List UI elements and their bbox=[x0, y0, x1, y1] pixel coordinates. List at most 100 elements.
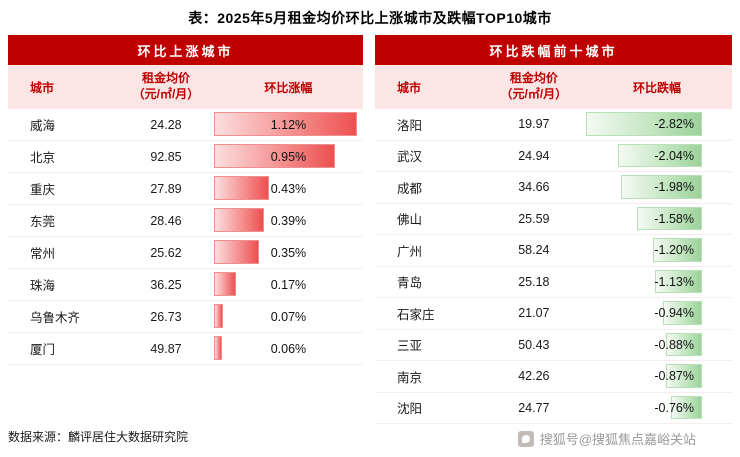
change-value: 0.43% bbox=[270, 181, 307, 196]
bar-track bbox=[586, 332, 702, 356]
table-row: 成都 34.66 -1.98% bbox=[375, 172, 732, 204]
city-name: 武汉 bbox=[397, 150, 423, 165]
change-value: 1.12% bbox=[270, 117, 307, 132]
price-value: 25.62 bbox=[150, 245, 182, 260]
column-header-city: 城市 bbox=[30, 80, 55, 95]
bar-track bbox=[586, 395, 702, 419]
increase-bar bbox=[213, 272, 236, 296]
increase-bar bbox=[213, 208, 264, 232]
city-name: 青岛 bbox=[397, 276, 423, 291]
city-name: 广州 bbox=[397, 244, 423, 259]
column-header-decrease: 环比跌幅 bbox=[632, 80, 681, 95]
change-cell: -0.94% bbox=[582, 298, 732, 329]
table-row: 珠海 36.25 0.17% bbox=[8, 269, 363, 301]
city-name: 厦门 bbox=[30, 343, 56, 357]
decrease-bar bbox=[652, 238, 702, 262]
table-row: 洛阳 19.97 -2.82% bbox=[375, 109, 732, 141]
bar-track bbox=[586, 175, 702, 199]
change-cell: -0.88% bbox=[582, 330, 732, 361]
city-name: 佛山 bbox=[397, 213, 423, 228]
change-value: -0.87% bbox=[654, 369, 694, 384]
table-row: 乌鲁木齐 26.73 0.07% bbox=[8, 301, 363, 333]
column-header-price-line2: （元/㎡/月） bbox=[132, 87, 200, 101]
change-value: 0.07% bbox=[270, 309, 307, 324]
decrease-bar bbox=[666, 364, 702, 388]
panels-container: 环比上涨城市 城市 租金均价 （元/㎡/月） 环比涨幅 威海 24.28 1.12%… bbox=[0, 35, 740, 424]
column-header-price: 租金均价 （元/㎡/月） bbox=[486, 71, 582, 102]
city-name: 东莞 bbox=[30, 215, 56, 229]
table-row: 北京 92.85 0.95% bbox=[8, 141, 363, 173]
table-row: 广州 58.24 -1.20% bbox=[375, 235, 732, 267]
table-row: 三亚 50.43 -0.88% bbox=[375, 329, 732, 361]
bar-track bbox=[213, 208, 357, 232]
change-value: -2.04% bbox=[654, 148, 694, 163]
change-value: -1.58% bbox=[654, 211, 694, 226]
city-name: 常州 bbox=[30, 247, 56, 261]
bar-track bbox=[586, 143, 702, 167]
table-row: 南京 42.26 -0.87% bbox=[375, 361, 732, 393]
price-value: 36.25 bbox=[150, 277, 182, 292]
change-value: 0.17% bbox=[270, 277, 307, 292]
change-value: -0.94% bbox=[654, 306, 694, 321]
table-row: 青岛 25.18 -1.13% bbox=[375, 266, 732, 298]
change-value: -2.82% bbox=[654, 117, 694, 132]
change-cell: -1.20% bbox=[582, 235, 732, 266]
price-value: 24.28 bbox=[150, 117, 182, 132]
table-row: 常州 25.62 0.35% bbox=[8, 237, 363, 269]
change-cell: -0.76% bbox=[582, 393, 732, 424]
bar-track bbox=[586, 206, 702, 230]
city-name: 重庆 bbox=[30, 183, 56, 197]
increase-bar bbox=[213, 112, 357, 136]
change-cell: 0.35% bbox=[213, 237, 363, 268]
increase-bar bbox=[213, 336, 222, 360]
city-name: 南京 bbox=[397, 370, 423, 385]
table-row: 武汉 24.94 -2.04% bbox=[375, 140, 732, 172]
declining-column-headers: 城市 租金均价 （元/㎡/月） 环比跌幅 bbox=[375, 65, 732, 109]
price-value: 24.77 bbox=[518, 400, 550, 415]
change-cell: 1.12% bbox=[213, 109, 363, 140]
bar-track bbox=[213, 144, 357, 168]
declining-table-body: 洛阳 19.97 -2.82% 武汉 24.94 -2.04% 成都 34.66 -1.98% 佛… bbox=[375, 109, 732, 424]
rising-table-body: 威海 24.28 1.12% 北京 92.85 0.95% 重庆 27.89 0.43% 东莞 28… bbox=[8, 109, 363, 365]
table-row: 东莞 28.46 0.39% bbox=[8, 205, 363, 237]
column-header-price-line1: 租金均价 bbox=[509, 71, 558, 86]
table-row: 重庆 27.89 0.43% bbox=[8, 173, 363, 205]
watermark: 搜狐号@搜狐焦点嘉峪关站 bbox=[517, 429, 696, 448]
decrease-bar bbox=[670, 395, 702, 419]
sohu-logo-icon bbox=[517, 430, 534, 447]
city-name: 珠海 bbox=[30, 279, 56, 293]
bar-track bbox=[586, 112, 702, 136]
increase-bar bbox=[213, 144, 336, 168]
change-cell: -2.04% bbox=[582, 141, 732, 172]
change-cell: -1.98% bbox=[582, 172, 732, 203]
table-row: 沈阳 24.77 -0.76% bbox=[375, 392, 732, 424]
price-value: 58.24 bbox=[518, 243, 550, 258]
table-row: 威海 24.28 1.12% bbox=[8, 109, 363, 141]
declining-panel-header: 环比跌幅前十城市 bbox=[375, 35, 732, 65]
table-row: 厦门 49.87 0.06% bbox=[8, 333, 363, 365]
price-value: 50.43 bbox=[518, 337, 550, 352]
bar-track bbox=[586, 364, 702, 388]
change-value: 0.39% bbox=[270, 213, 307, 228]
price-value: 42.26 bbox=[518, 369, 550, 384]
price-value: 26.73 bbox=[150, 309, 182, 324]
bar-track bbox=[586, 301, 702, 325]
change-value: 0.95% bbox=[270, 149, 307, 164]
price-value: 19.97 bbox=[518, 117, 550, 132]
city-name: 成都 bbox=[397, 181, 423, 196]
bar-track bbox=[213, 240, 357, 264]
table-row: 佛山 25.59 -1.58% bbox=[375, 203, 732, 235]
increase-bar bbox=[213, 240, 259, 264]
column-header-price: 租金均价 （元/㎡/月） bbox=[118, 71, 214, 102]
change-value: -0.88% bbox=[654, 337, 694, 352]
city-name: 三亚 bbox=[397, 339, 423, 354]
change-cell: -1.13% bbox=[582, 267, 732, 298]
change-value: -1.13% bbox=[654, 274, 694, 289]
increase-bar bbox=[213, 176, 269, 200]
price-value: 24.94 bbox=[518, 148, 550, 163]
bar-track bbox=[213, 112, 357, 136]
change-cell: -2.82% bbox=[582, 109, 732, 140]
change-value: 0.35% bbox=[270, 245, 307, 260]
city-name: 洛阳 bbox=[397, 118, 423, 133]
